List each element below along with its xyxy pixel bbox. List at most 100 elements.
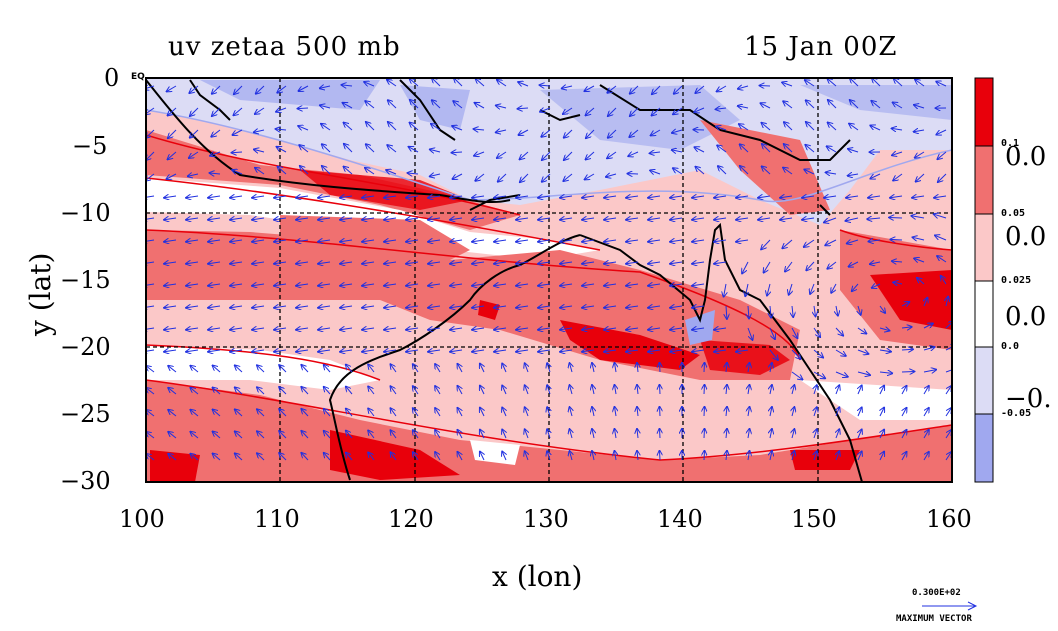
wind-vector xyxy=(190,454,199,461)
wind-vector xyxy=(257,387,265,395)
wind-vector xyxy=(938,173,947,182)
wind-vector xyxy=(764,261,771,273)
wind-vector xyxy=(406,262,419,264)
wind-vector xyxy=(340,240,353,242)
map-timestamp: 15 Jan 00Z xyxy=(744,32,898,62)
wind-vector xyxy=(914,105,925,108)
wind-vector xyxy=(274,284,287,286)
wind-vector xyxy=(252,196,265,198)
wind-vector xyxy=(648,262,661,264)
coastlines xyxy=(146,79,863,482)
wind-vector xyxy=(742,261,749,273)
wind-vector xyxy=(428,306,441,308)
wind-vector xyxy=(604,306,617,308)
wind-vector xyxy=(670,218,683,220)
wind-vector xyxy=(208,350,221,352)
wind-vector xyxy=(615,385,617,395)
wind-vector xyxy=(714,328,727,330)
wind-vector xyxy=(208,218,221,220)
wind-vector xyxy=(391,386,397,395)
wind-vector xyxy=(846,218,859,221)
wind-vector xyxy=(660,407,661,417)
wind-vector xyxy=(648,218,661,220)
wind-vector xyxy=(626,240,639,242)
wind-vector xyxy=(560,328,573,330)
wind-vector xyxy=(189,151,199,158)
wind-vector xyxy=(252,328,265,330)
wind-vector xyxy=(296,350,309,352)
wind-vector xyxy=(923,408,929,417)
wind-vector xyxy=(934,214,947,218)
wind-vector xyxy=(208,240,221,242)
wind-vector xyxy=(346,453,353,461)
wind-vector xyxy=(213,432,221,439)
wind-vector xyxy=(615,363,617,373)
wind-vector xyxy=(714,262,727,264)
wind-vector xyxy=(146,151,155,160)
wind-vector xyxy=(257,409,265,417)
wind-vector xyxy=(848,149,859,152)
wind-vector xyxy=(494,196,507,198)
wind-vector xyxy=(480,408,484,417)
wind-vector xyxy=(458,386,463,395)
wind-vector xyxy=(604,262,617,264)
wind-vector xyxy=(386,170,397,174)
wind-vector xyxy=(168,129,177,138)
wind-vector xyxy=(615,429,617,439)
wind-vector xyxy=(146,454,155,461)
wind-vector xyxy=(340,196,353,198)
wind-vector xyxy=(736,240,749,242)
wind-vector xyxy=(233,129,243,135)
wind-vector xyxy=(496,130,507,132)
wind-vector xyxy=(296,218,309,220)
wind-vector xyxy=(607,85,617,93)
wind-vector xyxy=(208,284,221,286)
wind-vector xyxy=(318,218,331,220)
wind-vector xyxy=(758,196,771,198)
wind-vector xyxy=(692,262,705,264)
wind-vector xyxy=(472,284,485,286)
wind-vector xyxy=(435,408,441,417)
x-tick-140: 140 xyxy=(657,505,703,533)
wind-vector xyxy=(582,218,595,220)
wind-vector xyxy=(783,101,793,109)
wind-vector xyxy=(767,283,770,296)
wind-vector xyxy=(547,385,550,395)
wind-vector xyxy=(340,306,353,308)
wind-vector xyxy=(384,218,397,220)
wind-vector xyxy=(274,218,287,220)
wind-vector xyxy=(923,452,929,461)
wind-vector xyxy=(673,168,683,175)
wind-vector xyxy=(630,85,639,94)
wind-vector xyxy=(791,327,797,338)
wind-vector xyxy=(670,306,683,308)
wind-vector xyxy=(384,284,397,286)
wind-vector xyxy=(234,107,243,115)
wind-vector xyxy=(252,262,265,264)
wind-vector xyxy=(168,366,177,373)
wind-vector xyxy=(857,372,870,375)
wind-vector xyxy=(934,196,947,198)
wind-vector xyxy=(164,196,177,198)
wind-vector xyxy=(913,237,925,240)
wind-vector xyxy=(274,306,287,308)
wind-vector xyxy=(476,79,485,87)
wind-vector xyxy=(792,385,794,395)
wind-vector xyxy=(604,350,617,352)
wind-vector xyxy=(892,261,903,262)
wind-vector xyxy=(474,152,485,156)
wind-vector xyxy=(453,101,463,109)
wind-vector xyxy=(362,350,375,352)
wind-vector xyxy=(805,145,815,153)
wind-vector xyxy=(704,363,705,373)
wind-vector xyxy=(516,284,529,286)
wind-vector xyxy=(692,196,705,198)
wind-vector xyxy=(586,151,595,160)
wind-vector xyxy=(406,306,419,308)
wind-vector xyxy=(406,284,419,286)
wind-vector xyxy=(413,452,419,461)
wind-vector xyxy=(674,85,683,94)
wind-vector xyxy=(879,305,885,313)
wind-vector xyxy=(186,240,199,242)
wind-vector xyxy=(890,239,903,240)
